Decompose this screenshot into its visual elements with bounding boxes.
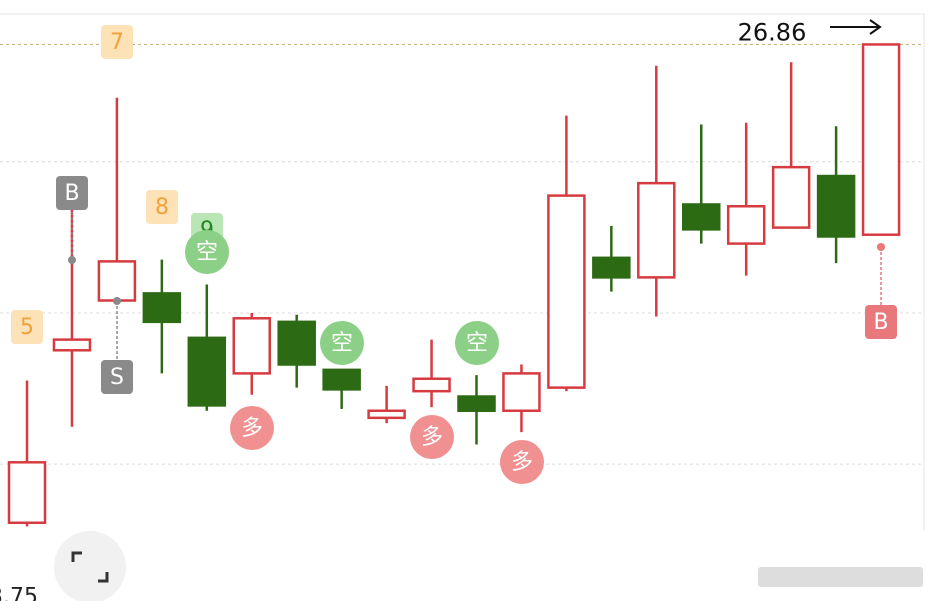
candle-body [277,320,316,366]
candle-body [592,256,631,279]
marker-bg [56,176,88,210]
markers: 5789BS空空空多多多B [11,25,897,484]
last-price-label: 26.86 [738,18,807,46]
candle-body [142,292,182,324]
watermark-bar [758,567,923,587]
marker-label: 多 [421,425,443,450]
y-tick-label: 23.75 [0,584,38,601]
last-price-arrow [830,19,882,35]
button-icon [71,551,109,583]
marker-label: S [110,365,124,390]
candle-body [187,336,227,407]
button-bg[interactable] [54,531,126,601]
marker-bg [185,230,229,274]
candle-body [637,181,676,279]
candle-body [861,43,901,236]
marker-bg [320,321,364,365]
candle-body [502,372,541,412]
candle-body [771,165,811,229]
candle-body [97,260,137,302]
marker-label: 空 [331,331,353,356]
marker-bg [500,440,544,484]
marker-label: 7 [110,30,124,55]
candle-body [816,174,856,238]
marker-label: 多 [511,450,533,475]
marker-label: 8 [155,195,169,220]
marker-label: 空 [466,331,488,356]
candle-body [322,368,361,391]
candle-body [232,317,271,375]
fullscreen-button[interactable] [54,531,126,601]
marker-bg [865,305,897,339]
candle-body [457,395,496,412]
marker-dot [68,256,76,264]
grid: 23.75 26.86 [0,18,924,601]
marker-bg [11,310,43,344]
marker-bg [101,25,133,59]
marker-label: B [64,181,79,206]
marker-bg [410,415,454,459]
candle-body [547,194,586,389]
marker-bg [101,360,133,394]
candle-body [412,377,451,393]
marker-dot [113,297,121,305]
watermark [758,567,923,587]
candle-body [367,409,406,420]
marker-label: 多 [241,416,263,441]
candle-body [7,461,47,525]
marker-bg [146,190,178,224]
candle-body [52,338,92,352]
candle-body [682,203,721,231]
marker-bg [230,406,274,450]
marker-label: 5 [20,315,34,340]
candles [7,43,901,527]
marker-dot [877,243,885,251]
candle-body [726,205,766,245]
marker-label: B [873,310,888,335]
marker-bg [455,321,499,365]
marker-label: 空 [196,240,218,265]
